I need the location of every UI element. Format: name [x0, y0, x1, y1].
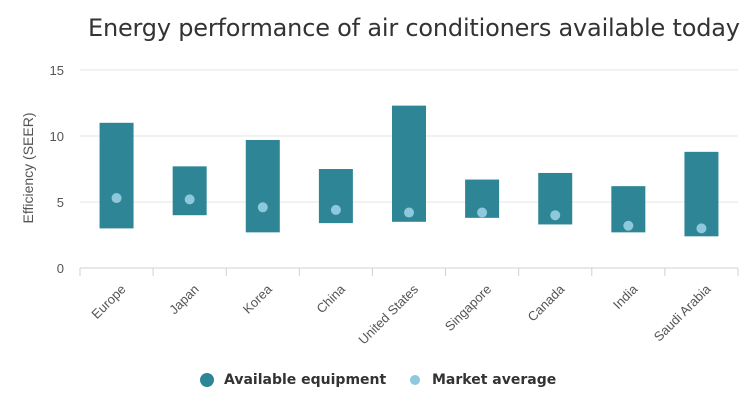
x-tick-label-india: India — [610, 281, 641, 312]
x-tick-label-china: China — [313, 281, 348, 316]
legend: Available equipment Market average — [0, 372, 748, 398]
legend-item-available-equipment: Available equipment — [200, 372, 386, 388]
y-axis-label: Efficiency (SEER) — [20, 113, 36, 224]
range-bar-japan — [172, 166, 207, 216]
market-average-point-united-states — [404, 207, 414, 218]
y-tick-label: 10 — [50, 129, 64, 144]
market-average-point-singapore — [477, 207, 488, 218]
market-average-point-japan — [184, 194, 195, 205]
x-tick-label-japan: Japan — [166, 282, 202, 318]
range-bar-korea — [245, 139, 280, 233]
legend-swatch-available-equipment — [200, 373, 214, 387]
market-average-point-saudi-arabia — [696, 223, 707, 234]
legend-item-market-average: Market average — [410, 372, 556, 388]
x-tick-label-saudi-arabia: Saudi Arabia — [651, 281, 714, 344]
legend-label-available-equipment: Available equipment — [224, 372, 387, 388]
market-average-point-europe — [111, 193, 122, 204]
legend-swatch-market-average — [410, 375, 420, 385]
range-bar-united-states — [392, 105, 426, 222]
market-average-point-china — [330, 204, 341, 215]
range-bar-china — [318, 169, 353, 224]
chart-plot: Efficiency (SEER) 0 5 10 15 Europe Japan Kore… — [20, 63, 739, 347]
x-tick-label-korea: Korea — [240, 281, 276, 317]
x-tick-label-singapore: Singapore — [442, 282, 495, 335]
range-bar-saudi-arabia — [684, 151, 719, 237]
x-tick-label-canada: Canada — [525, 281, 568, 324]
market-average-point-india — [623, 220, 634, 231]
market-average-point-korea — [257, 202, 268, 213]
x-tick-label-europe: Europe — [88, 282, 128, 322]
chart-title: Energy performance of air conditioners a… — [88, 14, 740, 42]
legend-label-market-average: Market average — [432, 372, 557, 388]
x-tick-label-united-states: United States — [355, 281, 421, 347]
y-tick-label: 15 — [50, 63, 64, 78]
range-bar-europe — [99, 122, 134, 229]
y-tick-label: 5 — [57, 195, 64, 210]
market-average-point-canada — [550, 210, 561, 221]
y-tick-label: 0 — [57, 261, 64, 276]
